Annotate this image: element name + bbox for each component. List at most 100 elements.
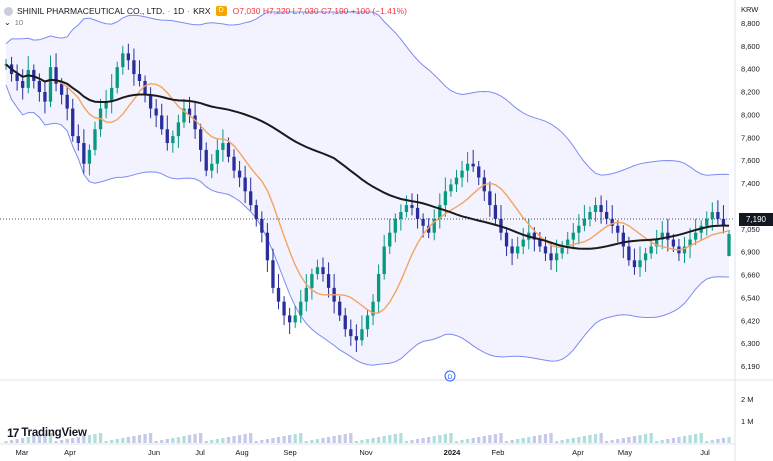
volume-bar xyxy=(326,437,331,443)
candle-body xyxy=(560,246,564,254)
volume-bar xyxy=(282,436,286,443)
volume-bar xyxy=(399,433,403,443)
candle-body xyxy=(538,239,542,247)
candle-body xyxy=(54,67,58,84)
volume-bar xyxy=(415,439,420,443)
candle-body xyxy=(543,246,548,254)
candle-body xyxy=(432,218,436,233)
candle-body xyxy=(516,246,520,254)
dividend-badge[interactable]: D xyxy=(215,6,227,16)
volume-bar xyxy=(682,436,687,443)
volume-bar xyxy=(621,438,625,443)
candle-body xyxy=(404,205,409,212)
volume-bar xyxy=(582,436,587,443)
volume-bar xyxy=(543,434,548,443)
volume-bar xyxy=(287,435,292,443)
volume-bar xyxy=(677,437,681,443)
ma-long-line xyxy=(5,63,730,250)
volume-bar xyxy=(237,435,242,443)
volume-bar xyxy=(9,440,14,443)
candle-body xyxy=(371,301,375,316)
candle-body xyxy=(471,163,475,167)
volume-bar xyxy=(454,441,459,443)
volume-bar xyxy=(482,436,486,443)
volume-bar xyxy=(360,440,364,443)
candle-body xyxy=(582,218,587,226)
upper-band-line xyxy=(5,11,730,176)
volume-bar xyxy=(432,436,436,443)
volume-bar xyxy=(187,435,192,443)
volume-bar xyxy=(154,441,158,443)
candle-body xyxy=(727,234,731,257)
volume-bar xyxy=(98,433,103,443)
candle-body xyxy=(671,239,676,247)
volume-bar xyxy=(593,434,598,443)
volume-bar xyxy=(198,433,203,443)
volume-bar xyxy=(721,438,726,443)
volume-bar xyxy=(560,440,564,443)
candle-body xyxy=(210,163,214,171)
candle-body xyxy=(121,53,125,68)
candle-body xyxy=(154,108,158,116)
volume-bar xyxy=(566,439,570,443)
volume-bar xyxy=(699,433,703,443)
candle-body xyxy=(577,225,581,233)
volume-bar xyxy=(427,437,431,443)
price-tick-label: 8,000 xyxy=(741,111,760,120)
volume-bar xyxy=(310,440,314,443)
price-tick-label: 6,660 xyxy=(741,271,760,280)
time-tick-label: Aug xyxy=(235,448,248,457)
candle-body xyxy=(26,69,30,88)
volume-bar xyxy=(449,433,453,443)
candle-body xyxy=(59,83,64,95)
volume-bar xyxy=(271,438,275,443)
candle-body xyxy=(171,136,175,144)
candle-body xyxy=(132,60,136,75)
volume-tick-label: 2 M xyxy=(741,395,754,404)
volume-bar xyxy=(338,435,342,443)
volume-bar xyxy=(315,439,320,443)
chart-header: SHINIL PHARMACEUTICAL CO., LTD. · 1D · K… xyxy=(4,3,407,19)
volume-bar xyxy=(693,434,698,443)
candle-body xyxy=(354,336,359,341)
tradingview-logo-icon: 17 xyxy=(7,426,19,440)
volume-bar xyxy=(4,441,8,443)
indicator-legend[interactable]: ⌄ 10 xyxy=(4,18,23,27)
volume-bar xyxy=(376,437,381,443)
candle-body xyxy=(616,225,620,233)
chevron-down-icon[interactable]: ⌄ xyxy=(4,18,11,27)
volume-bar xyxy=(110,440,114,443)
candle-body xyxy=(382,246,386,275)
volume-bar xyxy=(121,438,125,443)
volume-bar xyxy=(410,440,414,443)
symbol-logo-icon xyxy=(4,6,13,16)
volume-bar xyxy=(304,441,308,443)
lower-band-line xyxy=(5,84,730,366)
candle-body xyxy=(187,108,192,116)
volume-bar xyxy=(499,433,503,443)
volume-bar xyxy=(59,440,64,443)
symbol-name[interactable]: SHINIL PHARMACEUTICAL CO., LTD. xyxy=(17,6,165,16)
time-tick-label: Feb xyxy=(492,448,505,457)
interval[interactable]: 1D xyxy=(173,6,185,16)
exchange: KRX xyxy=(193,6,211,16)
candle-body xyxy=(15,74,19,81)
volume-bar xyxy=(26,437,30,443)
volume-bar xyxy=(82,436,86,443)
candle-body xyxy=(688,239,692,247)
currency-label: KRW xyxy=(741,5,759,14)
candle-body xyxy=(126,53,131,61)
volume-bar xyxy=(182,436,186,443)
candle-body xyxy=(504,232,509,247)
tradingview-logo[interactable]: 17 TradingView xyxy=(7,426,87,440)
time-tick-label: Jul xyxy=(700,448,710,457)
candle-body xyxy=(388,232,392,247)
volume-bar xyxy=(660,440,664,443)
price-tick-label: 6,300 xyxy=(741,339,760,348)
candle-body xyxy=(148,94,153,109)
volume-bar xyxy=(460,440,464,443)
volume-bar xyxy=(465,439,470,443)
candle-body xyxy=(338,301,342,316)
